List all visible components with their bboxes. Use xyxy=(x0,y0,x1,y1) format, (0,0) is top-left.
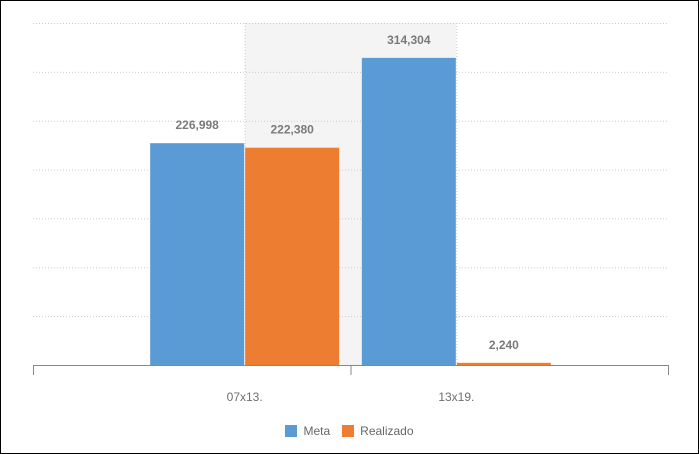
legend: Meta Realizado xyxy=(0,424,699,438)
data-label-realizado-2: 2,240 xyxy=(489,338,519,352)
data-label-meta-2: 314,304 xyxy=(387,33,431,47)
bar-meta-1 xyxy=(150,143,245,365)
legend-item-realizado[interactable]: Realizado xyxy=(342,424,414,438)
legend-label-realizado: Realizado xyxy=(360,424,414,438)
legend-swatch-meta xyxy=(285,425,298,437)
legend-item-meta[interactable]: Meta xyxy=(285,424,330,438)
x-axis: 07x13. 13x19. xyxy=(33,365,669,404)
x-tick-label: 13x19. xyxy=(438,390,474,404)
data-label-meta-1: 226,998 xyxy=(175,118,219,132)
bar-realizado-2 xyxy=(456,362,551,365)
bar-realizado-1 xyxy=(245,147,340,365)
x-tick-label: 07x13. xyxy=(227,390,263,404)
data-label-realizado-1: 222,380 xyxy=(270,123,314,137)
legend-label-meta: Meta xyxy=(303,424,331,438)
data-labels: 226,998 314,304 222,380 2,240 xyxy=(175,33,519,352)
bar-meta-2 xyxy=(361,57,456,365)
legend-swatch-realizado xyxy=(342,425,355,437)
bars xyxy=(150,57,551,365)
